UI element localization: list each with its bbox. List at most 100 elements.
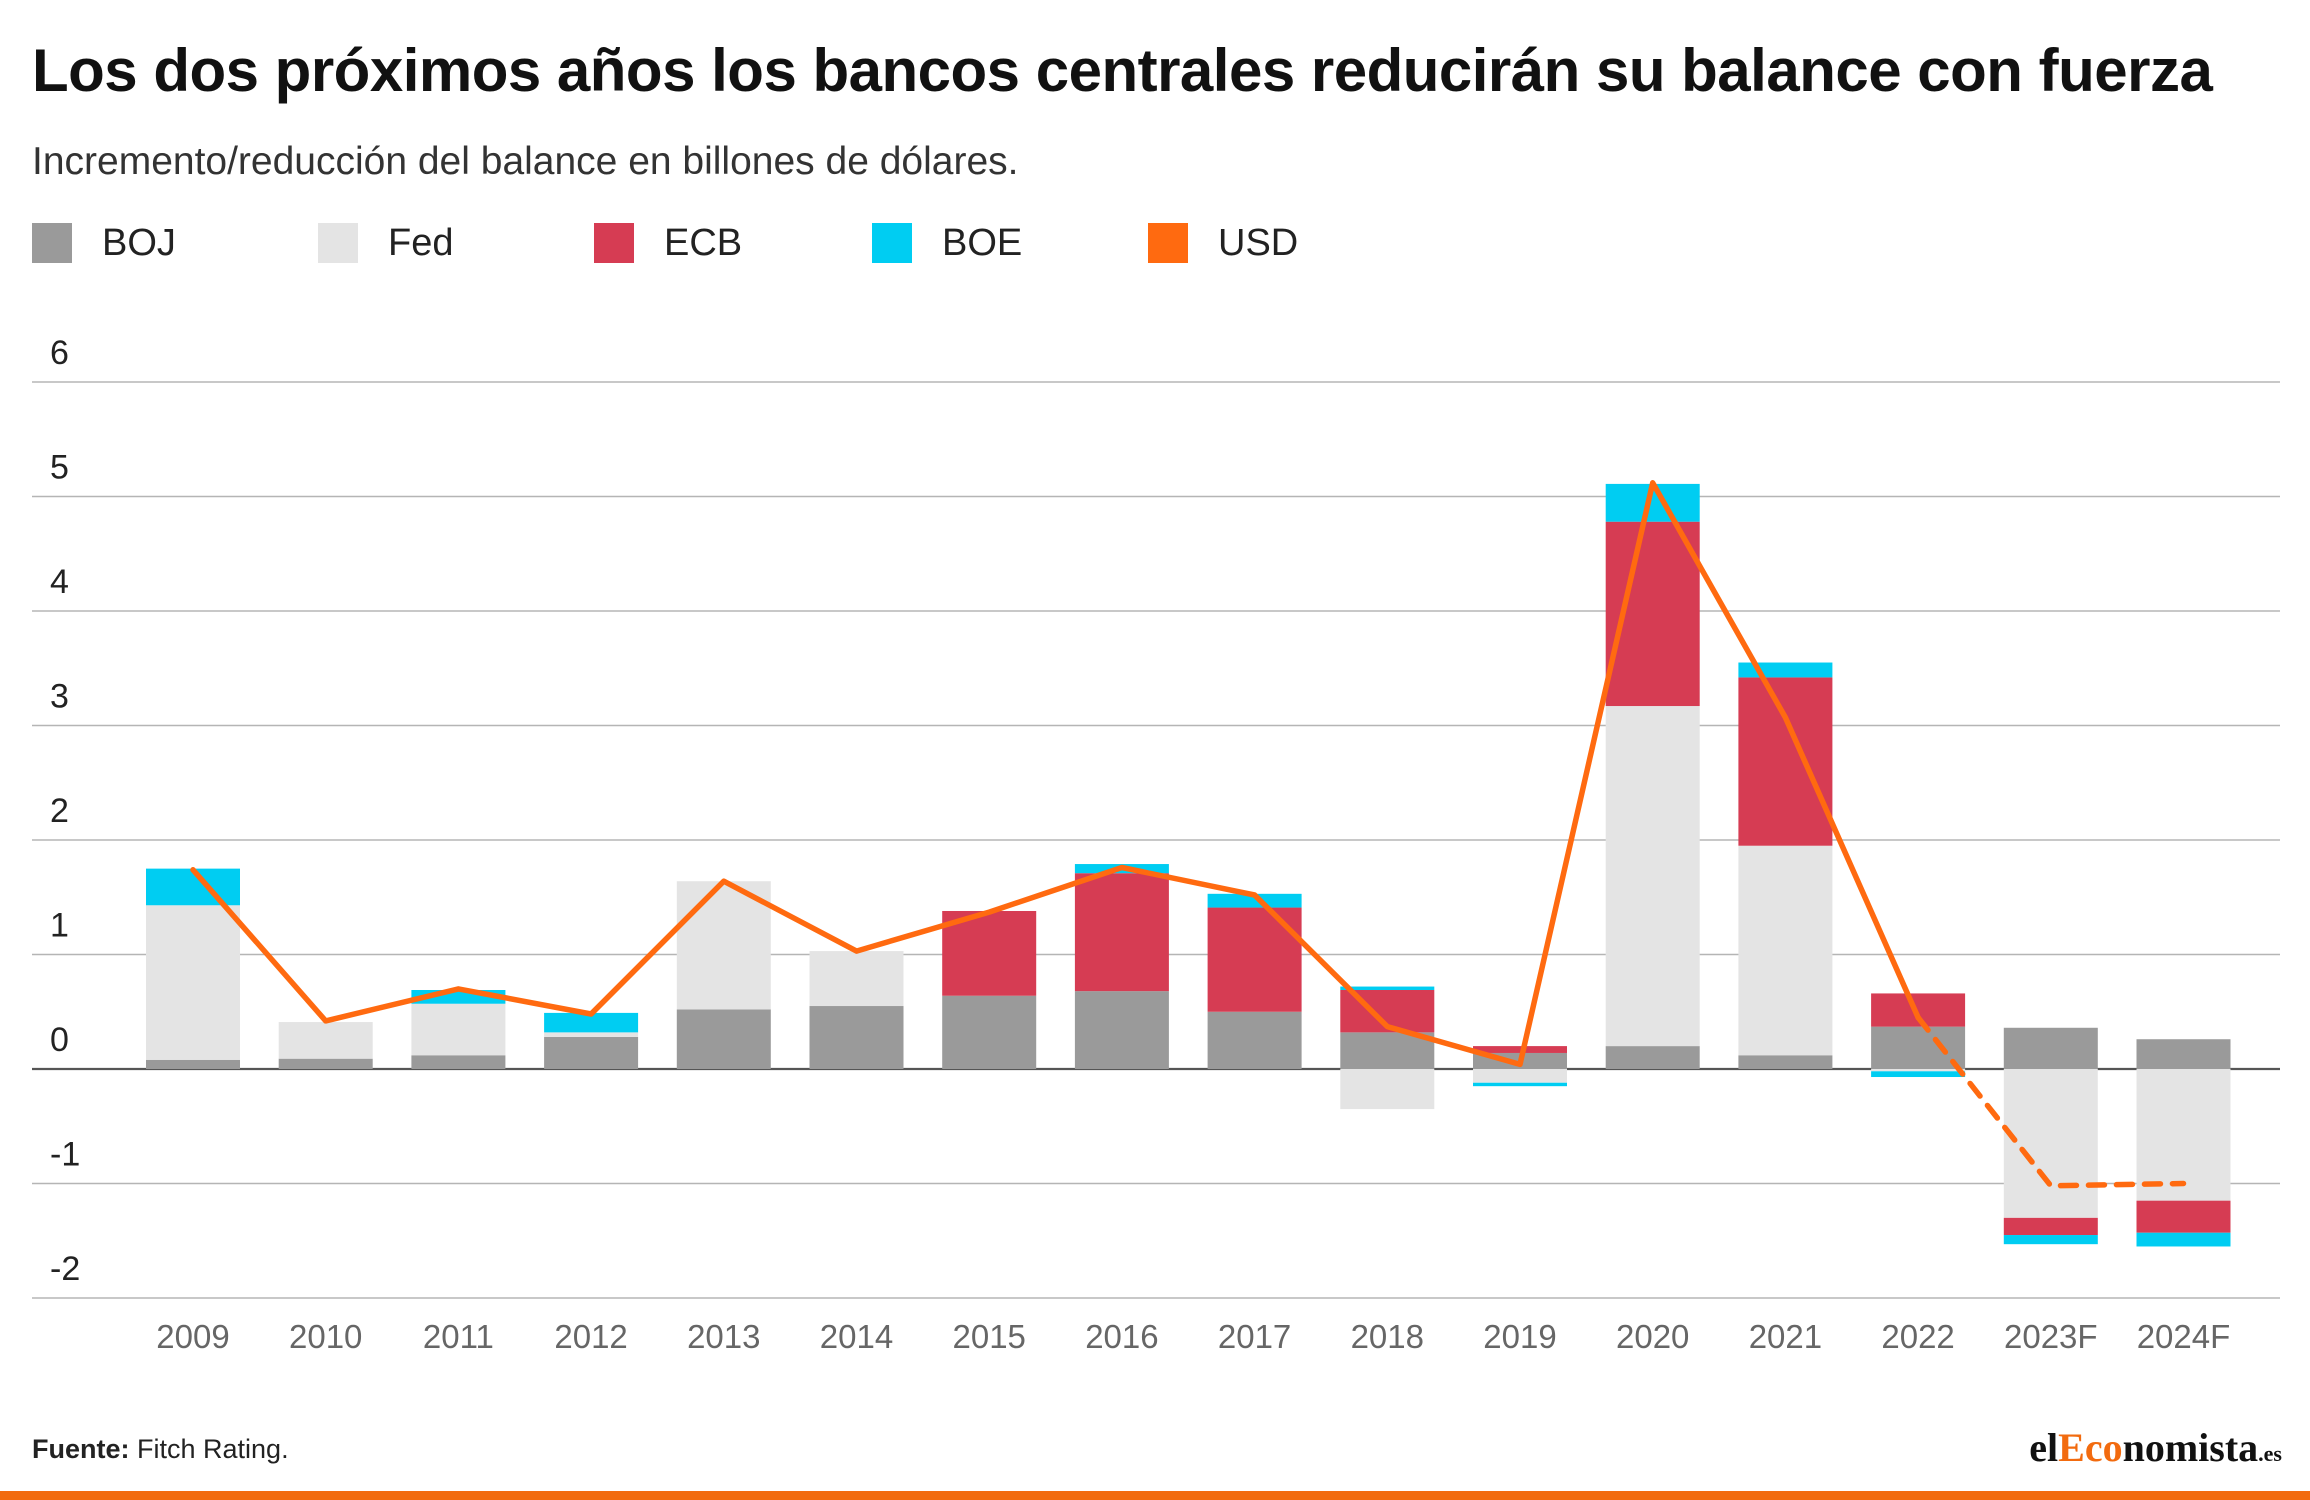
bar-ecb (942, 910, 1037, 996)
legend-label-fed: Fed (388, 221, 454, 264)
source-label: Fuente: (32, 1434, 130, 1464)
y-tick-label: -1 (50, 1136, 80, 1174)
bar-fed (146, 905, 240, 1060)
bar-boj (1738, 1055, 1833, 1069)
legend-label-boj: BOJ (102, 221, 176, 264)
bar-fed (676, 881, 771, 1010)
x-tick-label: 2012 (554, 1318, 627, 1355)
footer-accent-bar (0, 1491, 2310, 1500)
bar-ecb (1473, 1046, 1567, 1053)
bar-fed (544, 1032, 639, 1037)
bar-fed (809, 951, 904, 1007)
bar-boe (2003, 1235, 2098, 1245)
y-tick-label: 2 (50, 792, 69, 830)
brand-suffix: nomista (2122, 1425, 2259, 1470)
x-tick-label: 2011 (423, 1318, 494, 1355)
brand-tld: .es (2258, 1441, 2282, 1466)
legend-label-boe: BOE (942, 221, 1023, 264)
legend-swatch-fed (318, 223, 358, 263)
bar-ecb (2003, 1217, 2098, 1236)
x-tick-label: 2010 (289, 1318, 362, 1355)
x-tick-label: 2018 (1351, 1318, 1424, 1355)
bar-boj (1074, 991, 1169, 1069)
y-tick-label: 3 (50, 678, 69, 716)
chart-subtitle: Incremento/reducción del balance en bill… (32, 140, 1019, 183)
brand-logo: elEconomista.es (2029, 1424, 2282, 1471)
y-tick-label: 1 (50, 907, 69, 945)
bar-boj (809, 1006, 904, 1069)
x-tick-label: 2022 (1881, 1318, 1954, 1355)
legend-item-fed: Fed (318, 218, 453, 268)
brand-accent: Eco (2058, 1425, 2123, 1470)
bar-ecb (1207, 907, 1302, 1012)
x-tick-label: 2013 (687, 1318, 760, 1355)
x-tick-label: 2009 (156, 1318, 229, 1355)
grid-lines (32, 381, 2280, 1299)
legend-item-ecb: ECB (594, 218, 742, 268)
axis-labels: 6 5 4 3 2 1 0 -1 -2 2009 2010 2011 2012 2013 2014 2015 2… (50, 334, 2230, 1355)
bar-fed (1871, 1069, 1966, 1072)
bar-boj (411, 1055, 506, 1069)
y-tick-label: 4 (50, 563, 69, 601)
usd-line (190, 480, 2187, 1189)
legend-swatch-boe (872, 223, 912, 263)
bar-boj (676, 1009, 771, 1069)
x-tick-label: 2023F (2004, 1318, 2098, 1355)
source-text: Fitch Rating. (137, 1434, 289, 1464)
bar-boj (1871, 1026, 1966, 1069)
usd-line-solid (190, 480, 1921, 1068)
bar-fed (1340, 1069, 1435, 1110)
bar-ecb (1074, 873, 1169, 992)
legend-swatch-ecb (594, 223, 634, 263)
bar-fed (1738, 845, 1833, 1056)
usd-line-forecast (1915, 1014, 2187, 1189)
x-tick-label: 2021 (1749, 1318, 1822, 1355)
bar-fed (411, 1003, 506, 1056)
legend-item-usd: USD (1148, 218, 1298, 268)
bar-boj (2003, 1027, 2098, 1069)
legend-item-boe: BOE (872, 218, 1022, 268)
bar-boe (1340, 986, 1435, 990)
bars (146, 483, 2231, 1247)
legend-swatch-boj (32, 223, 72, 263)
x-tick-label: 2020 (1616, 1318, 1689, 1355)
bar-boe (1207, 893, 1302, 908)
bar-boe (146, 868, 240, 906)
stacked-bar-line-chart: 6 5 4 3 2 1 0 -1 -2 2009 2010 2011 2012 2013 2014 2015 2… (32, 334, 2280, 1355)
x-tick-label: 2024F (2137, 1318, 2231, 1355)
bar-ecb (2136, 1200, 2231, 1233)
bar-fed (2136, 1069, 2231, 1201)
y-tick-label: 6 (50, 334, 69, 372)
chart-title: Los dos próximos años los bancos central… (32, 37, 2213, 104)
bar-boe (2136, 1232, 2231, 1247)
y-tick-label: 5 (50, 449, 69, 487)
legend-label-usd: USD (1218, 221, 1299, 264)
bar-boj (2136, 1039, 2231, 1069)
source-note: Fuente: Fitch Rating. (32, 1434, 289, 1465)
bar-boe (544, 1012, 639, 1033)
bar-boj (146, 1059, 240, 1069)
bar-fed (2003, 1069, 2098, 1218)
y-tick-label: 0 (50, 1021, 69, 1059)
legend-label-ecb: ECB (664, 221, 743, 264)
bar-ecb (1605, 521, 1700, 707)
bar-boj (544, 1036, 639, 1069)
legend: BOJ Fed ECB BOE USD (32, 218, 1532, 268)
x-tick-label: 2014 (820, 1318, 893, 1355)
x-tick-label: 2016 (1085, 1318, 1158, 1355)
bar-fed (1473, 1069, 1567, 1083)
bar-boe (1473, 1082, 1567, 1087)
y-tick-label: -2 (50, 1250, 80, 1288)
bar-fed (278, 1022, 373, 1059)
bar-boj (942, 995, 1037, 1069)
x-tick-label: 2019 (1483, 1318, 1556, 1355)
legend-item-boj: BOJ (32, 218, 176, 268)
x-tick-label: 2015 (952, 1318, 1025, 1355)
bar-boj (1605, 1046, 1700, 1069)
x-tick-label: 2017 (1218, 1318, 1291, 1355)
bar-boj (1340, 1032, 1435, 1069)
legend-swatch-usd (1148, 223, 1188, 263)
bar-boj (278, 1058, 373, 1069)
bar-boj (1207, 1011, 1302, 1069)
brand-prefix: el (2029, 1425, 2059, 1470)
